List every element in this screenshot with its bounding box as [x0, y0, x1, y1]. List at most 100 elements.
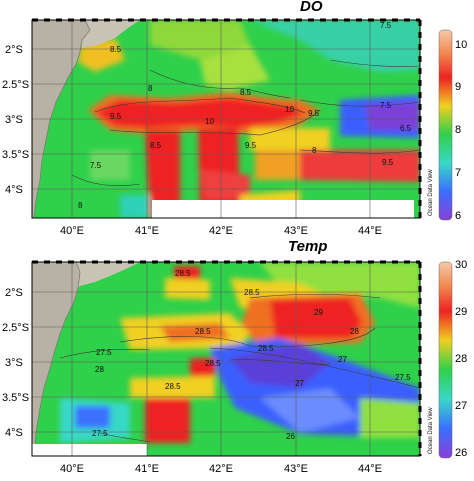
do-colorbar: [438, 29, 453, 221]
temp-chart: 28.5 28.5 29 28 28.5 28.5 27.5 28 28.5 2…: [2, 259, 467, 475]
do-contour-label: 7.5: [90, 161, 102, 170]
temp-contour-label: 27: [338, 355, 347, 364]
do-purple-east: [365, 102, 420, 130]
do-x-tick: 41°E: [135, 225, 159, 237]
do-contour-label: 9.5: [110, 112, 122, 121]
temp-red-n: [270, 298, 362, 338]
temp-colorbar-tick: 28: [455, 353, 467, 365]
temp-colorbar-tick: 30: [455, 259, 467, 271]
do-x-tick: 40°E: [60, 225, 84, 237]
do-title: DO: [300, 0, 323, 15]
do-map: 8.5 8 9.5 10 8.5 10 9.5 8.5 9.5 7.5 8 7.…: [32, 20, 420, 218]
do-contour-label: 8: [312, 146, 317, 155]
do-x-tick: 44°E: [358, 225, 382, 237]
temp-colorbar-tick: 29: [455, 306, 467, 318]
do-contours: [71, 59, 420, 186]
temp-field: [60, 262, 420, 443]
temp-yellow-nw: [165, 278, 210, 300]
do-contour-label: 9.5: [245, 141, 257, 150]
temp-x-tick: 42°E: [209, 463, 233, 475]
temp-y-tick: 2.5°S: [2, 322, 29, 334]
do-contour-label: 7.5: [380, 101, 392, 110]
temp-colorbar: [438, 261, 453, 459]
temp-colorbar-tick: 26: [455, 447, 467, 459]
do-contour-label: 8.5: [150, 141, 162, 150]
temp-y-tick: 3.5°S: [2, 392, 29, 404]
temp-x-tick: 40°E: [60, 463, 84, 475]
do-contour-label: 9.5: [308, 109, 320, 118]
do-y-tick: 3.5°S: [2, 149, 29, 161]
temp-grid: [32, 262, 420, 456]
do-contour-label: 8.5: [110, 45, 122, 54]
temp-contour-label: 27.5: [92, 429, 108, 438]
temp-contour-label: 28.5: [258, 344, 274, 353]
do-red-column-1: [145, 130, 180, 218]
temp-map: 28.5 28.5 29 28 28.5 28.5 27.5 28 28.5 2…: [32, 262, 420, 456]
do-cyan-ne: [250, 20, 420, 72]
temp-colorbar-tick: 27: [455, 400, 467, 412]
do-red-se: [300, 150, 420, 182]
do-contour-label: 7.5: [380, 21, 392, 30]
temp-contour-label: 28: [350, 327, 359, 336]
do-grid: [32, 20, 420, 218]
do-colorbar-tick: 10: [455, 39, 467, 51]
temp-y-tick: 4°S: [5, 427, 23, 439]
temp-contour-label: 28.5: [244, 288, 260, 297]
do-red-s: [200, 170, 250, 200]
do-green-sw: [90, 150, 130, 180]
do-contour-label: 10: [285, 105, 294, 114]
temp-lime-se: [360, 398, 420, 438]
temp-contour-label: 28: [95, 365, 104, 374]
temp-contour-label: 28.5: [165, 382, 181, 391]
temp-yellow-s: [130, 376, 215, 398]
do-contour-label: 6.5: [400, 124, 412, 133]
temp-land-north: [76, 262, 140, 288]
temp-contour-label: 27.5: [96, 348, 112, 357]
temp-contour-label: 28.5: [205, 359, 221, 368]
temp-coastline: [33, 262, 81, 456]
do-x-tick: 42°E: [209, 225, 233, 237]
do-contour-label: 8: [78, 201, 83, 210]
do-land: [32, 20, 90, 218]
temp-x-tick: 43°E: [284, 463, 308, 475]
temp-y-tick: 2°S: [5, 287, 23, 299]
temp-blank-area: [32, 444, 147, 456]
temp-orange-mid: [160, 323, 230, 342]
temp-x-tick: 44°E: [358, 463, 382, 475]
temp-x-tick: 41°E: [135, 463, 159, 475]
do-watermark: Ocean Data View: [428, 169, 434, 216]
do-colorbar-tick: 6: [455, 210, 461, 222]
temp-land: [32, 262, 80, 456]
do-red-band: [95, 98, 305, 128]
do-lime-n: [200, 45, 270, 90]
do-yellowgreen-n: [150, 20, 250, 60]
temp-contour-label: 28.5: [195, 327, 211, 336]
temp-contour-label: 27: [295, 379, 304, 388]
temp-lime-ne: [260, 262, 420, 308]
do-coastline: [33, 20, 91, 218]
do-contour-label: 8.5: [240, 88, 252, 97]
do-y-tick: 3°S: [5, 114, 23, 126]
do-contour-label: 10: [205, 117, 214, 126]
temp-contour-label: 29: [314, 308, 323, 317]
temp-purple-mid: [230, 343, 330, 388]
temp-y-tick: 3°S: [5, 357, 23, 369]
temp-contour-label: 27.5: [395, 373, 411, 382]
temp-contour-label: 28.5: [175, 269, 191, 278]
do-y-tick: 2°S: [5, 44, 23, 56]
temp-lightblue-s: [260, 388, 360, 433]
do-orange-se: [255, 150, 300, 180]
do-x-tick: 43°E: [284, 225, 308, 237]
do-cyan-sw: [120, 195, 150, 218]
do-y-tick: 2.5°S: [2, 79, 29, 91]
temp-watermark: Ocean Data View: [428, 407, 434, 454]
temp-blue-sw: [75, 406, 110, 428]
do-contour-label: 9.5: [382, 158, 394, 167]
do-colorbar-tick: 7: [455, 167, 461, 179]
do-chart: 8.5 8 9.5 10 8.5 10 9.5 8.5 9.5 7.5 8 7.…: [2, 18, 467, 237]
temp-panel: Temp: [0, 238, 474, 476]
do-contour-label: 8: [148, 84, 153, 93]
temp-title: Temp: [288, 238, 328, 255]
do-blank-area: [152, 200, 414, 218]
do-yellow-mid: [250, 128, 330, 150]
